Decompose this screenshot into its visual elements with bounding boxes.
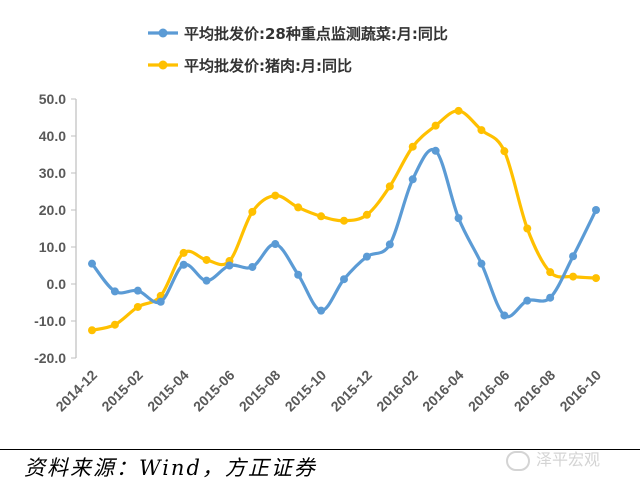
data-point-series-0 (225, 261, 234, 270)
data-point-series-1 (523, 224, 532, 233)
data-point-series-0 (454, 214, 463, 223)
x-tick-label: 2015-06 (190, 367, 238, 415)
data-point-series-1 (454, 106, 463, 115)
data-point-series-1 (179, 248, 188, 257)
legend-marker-1 (158, 60, 168, 70)
x-tick-label: 2016-10 (556, 367, 604, 415)
data-point-series-0 (546, 293, 555, 302)
data-point-series-0 (248, 262, 257, 271)
watermark-label: 泽平宏观 (536, 450, 601, 469)
watermark: 泽平宏观 (506, 446, 600, 471)
y-tick-label: 20.0 (39, 202, 66, 218)
data-point-series-0 (294, 270, 303, 279)
data-point-series-0 (340, 275, 348, 284)
x-tick-label: 2016-06 (465, 367, 513, 415)
x-tick-label: 2015-02 (98, 367, 146, 415)
x-tick-label: 2015-04 (144, 367, 192, 415)
x-tick-label: 2015-08 (236, 367, 284, 415)
data-point-series-1 (592, 274, 600, 283)
x-tick-label: 2016-04 (419, 367, 467, 415)
y-tick-label: 30.0 (39, 165, 66, 181)
data-point-series-0 (477, 259, 486, 268)
data-point-series-1 (248, 207, 257, 216)
data-point-series-0 (408, 175, 417, 184)
data-point-series-1 (546, 268, 555, 277)
y-tick-label: 40.0 (39, 128, 66, 144)
x-tick-label: 2015-12 (327, 367, 375, 415)
data-point-series-0 (500, 311, 509, 320)
data-point-series-0 (431, 146, 440, 155)
data-point-series-0 (523, 296, 532, 305)
series-layer (88, 106, 600, 335)
data-point-series-1 (340, 216, 348, 225)
data-point-series-1 (569, 272, 578, 281)
data-point-series-0 (271, 240, 280, 249)
data-point-series-0 (156, 297, 165, 306)
data-point-series-1 (133, 302, 142, 311)
data-point-series-1 (385, 182, 394, 191)
x-tick-label: 2015-10 (282, 367, 330, 415)
data-point-series-0 (88, 259, 96, 268)
data-point-series-1 (362, 210, 371, 219)
source-divider (0, 449, 640, 450)
data-point-series-0 (133, 286, 142, 295)
legend-marker-0 (158, 28, 168, 38)
data-point-series-0 (110, 287, 119, 296)
data-point-series-1 (294, 203, 303, 212)
y-tick-label: -20.0 (34, 350, 66, 366)
data-point-series-1 (110, 320, 119, 329)
y-tick-label: 0.0 (47, 276, 67, 292)
legend-label-0: 平均批发价:28种重点监测蔬菜:月:同比 (184, 25, 448, 43)
data-point-series-0 (385, 240, 394, 249)
wechat-icon (506, 450, 530, 471)
x-tick-label: 2016-08 (511, 367, 559, 415)
source-note: 资料来源：Wind，方正证券 (24, 456, 317, 480)
x-tick-label: 2016-02 (373, 367, 421, 415)
data-point-series-0 (592, 206, 600, 214)
data-point-series-0 (317, 306, 326, 315)
data-point-series-0 (179, 260, 188, 269)
x-tick-label: 2014-12 (52, 367, 100, 415)
data-point-series-0 (362, 252, 371, 261)
data-point-series-1 (202, 255, 211, 264)
y-tick-label: 50.0 (39, 91, 66, 107)
data-point-series-1 (500, 147, 509, 156)
data-point-series-1 (88, 326, 96, 335)
legend-label-1: 平均批发价:猪肉:月:同比 (184, 57, 352, 75)
y-axis: 50.0 40.0 30.0 20.0 10.0 0.0 -10.0 -20.0 (34, 91, 77, 366)
y-tick-label: -10.0 (34, 313, 66, 329)
series-line-0 (90, 147, 598, 319)
y-tick-label: 10.0 (39, 239, 66, 255)
x-axis: 2014-122015-022015-042015-062015-082015-… (52, 367, 604, 415)
data-point-series-1 (317, 212, 326, 221)
data-point-series-0 (569, 252, 578, 261)
data-point-series-1 (408, 142, 417, 151)
data-point-series-1 (271, 191, 280, 200)
data-point-series-1 (431, 121, 440, 130)
data-point-series-1 (477, 126, 486, 135)
data-point-series-0 (202, 276, 211, 285)
